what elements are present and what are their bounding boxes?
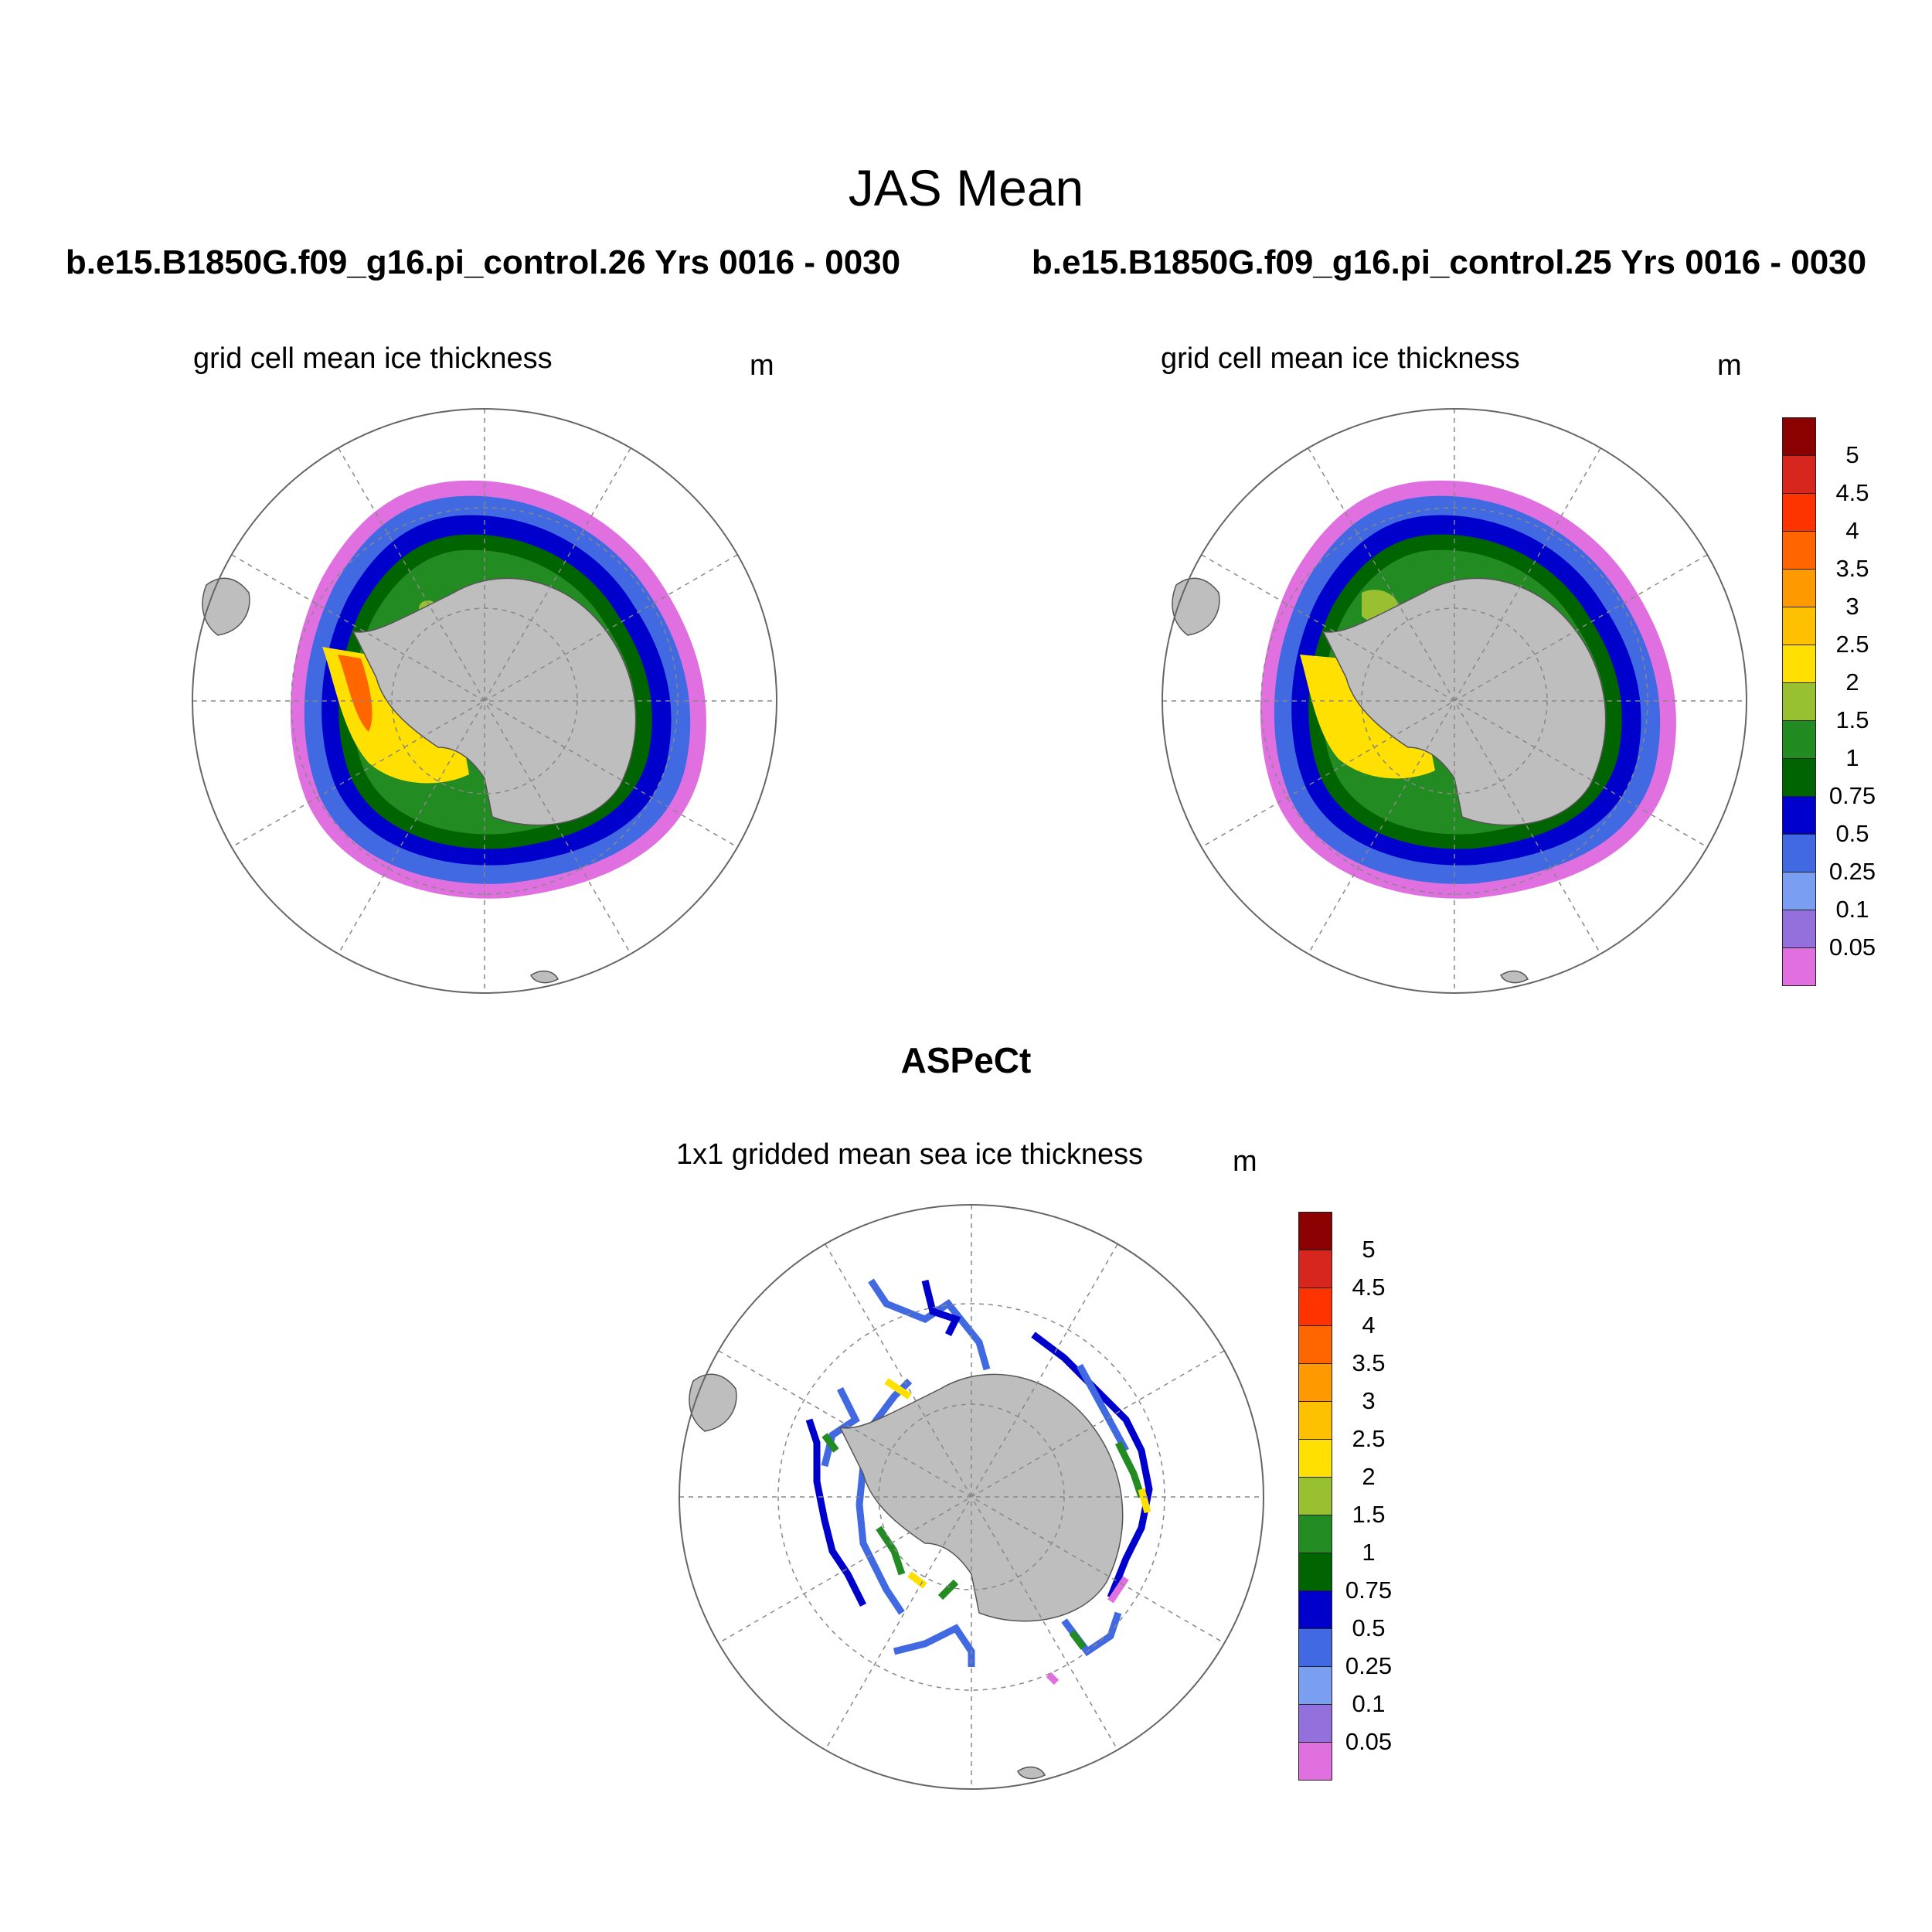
colorbar-swatch [1782,834,1816,872]
panel-3-units: m [1233,1145,1257,1178]
colorbar-swatch [1298,1401,1332,1440]
colorbar-label: 5 [1845,441,1859,468]
colorbar-swatch [1782,607,1816,645]
panel-1-case-title: b.e15.B1850G.f09_g16.pi_control.26 Yrs 0… [65,243,901,281]
graticule [1162,409,1747,993]
colorbar-swatch [1782,493,1816,532]
colorbar-label: 2 [1362,1463,1376,1490]
colorbar-swatch [1782,531,1816,570]
colorbar-swatch [1298,1515,1332,1553]
colorbar-swatch [1782,417,1816,456]
colorbar-label: 0.1 [1835,896,1869,923]
map-boundary [1162,408,1747,994]
panel-1-variable-title: grid cell mean ice thickness [193,342,553,375]
colorbar-label: 4.5 [1835,479,1869,506]
colorbar-swatch [1298,1287,1332,1326]
map-panel-3 [679,1204,1264,1790]
colorbar-swatch [1298,1439,1332,1478]
colorbar-swatch [1782,910,1816,948]
colorbar-label: 3.5 [1835,555,1869,582]
map-boundary [679,1204,1264,1790]
colorbar-swatch [1782,947,1816,986]
colorbar-label: 2.5 [1835,631,1869,658]
colorbar-label: 4 [1362,1311,1376,1338]
colorbar-label: 0.75 [1828,782,1876,809]
colorbar-label: 3.5 [1352,1349,1386,1376]
graticule [679,1205,1264,1789]
colorbar-label: 3 [1845,593,1859,620]
colorbar-label: 1.5 [1835,706,1869,733]
colorbar-label: 0.05 [1345,1728,1393,1755]
colorbar-swatch [1782,569,1816,607]
colorbar-swatch [1298,1666,1332,1705]
colorbar-swatch [1298,1325,1332,1364]
colorbar-swatch [1298,1250,1332,1288]
colorbar-swatch [1782,720,1816,759]
colorbar-label: 4 [1845,517,1859,544]
ship-observation-tracks [805,1278,1153,1685]
colorbar-label: 3 [1362,1387,1376,1414]
colorbar-swatch [1298,1212,1332,1250]
colorbar-label: 5 [1362,1236,1376,1263]
panel-2-case-title: b.e15.B1850G.f09_g16.pi_control.25 Yrs 0… [1031,243,1867,281]
land-masses [202,577,637,984]
colorbar-label: 2 [1845,668,1859,696]
colorbar-label: 0.5 [1352,1614,1386,1641]
map-panel-1 [192,408,777,994]
graticule [192,409,777,993]
colorbar-swatch [1298,1553,1332,1591]
land-masses [1172,577,1607,984]
panel-1-units: m [750,349,774,382]
colorbar-top: 5 4.5 4 3.5 3 2.5 2 1.5 1 0.75 0.5 0.25 0.1 0.05 [1782,417,1876,986]
panel-3-variable-title: 1x1 gridded mean sea ice thickness [676,1138,1144,1171]
colorbar-label: 1 [1362,1539,1376,1566]
colorbar-label: 1.5 [1352,1501,1386,1528]
colorbar-label: 0.75 [1345,1577,1393,1604]
colorbar-swatch [1298,1742,1332,1781]
colorbar-swatch [1782,455,1816,494]
colorbar-swatch [1298,1704,1332,1743]
colorbar-swatch [1298,1590,1332,1629]
colorbar-swatch [1782,872,1816,910]
colorbar-label: 4.5 [1352,1274,1386,1301]
colorbar-swatch [1782,796,1816,835]
colorbar-swatch [1782,645,1816,683]
map-boundary [192,408,777,994]
panel-2-variable-title: grid cell mean ice thickness [1161,342,1520,375]
map-panel-2 [1162,408,1747,994]
colorbar-swatch [1298,1628,1332,1667]
colorbar-label: 0.5 [1835,820,1869,847]
colorbar-label: 0.25 [1345,1652,1393,1679]
colorbar-swatch [1782,682,1816,721]
colorbar-label: 2.5 [1352,1425,1386,1452]
colorbar-swatch [1298,1363,1332,1402]
panel-3-case-title: ASPeCt [900,1040,1032,1080]
colorbar-label: 0.25 [1828,858,1876,885]
colorbar-label: 1 [1845,744,1859,771]
colorbar-label: 0.05 [1828,934,1876,961]
colorbar-swatch [1782,758,1816,797]
land-masses [689,1373,1124,1780]
colorbar-swatch [1298,1477,1332,1515]
colorbar-bottom: 5 4.5 4 3.5 3 2.5 2 1.5 1 0.75 0.5 0.25 0.1 0.05 [1298,1212,1392,1781]
panel-2-units: m [1717,349,1742,382]
main-title: JAS Mean [848,159,1084,216]
colorbar-label: 0.1 [1352,1690,1386,1717]
